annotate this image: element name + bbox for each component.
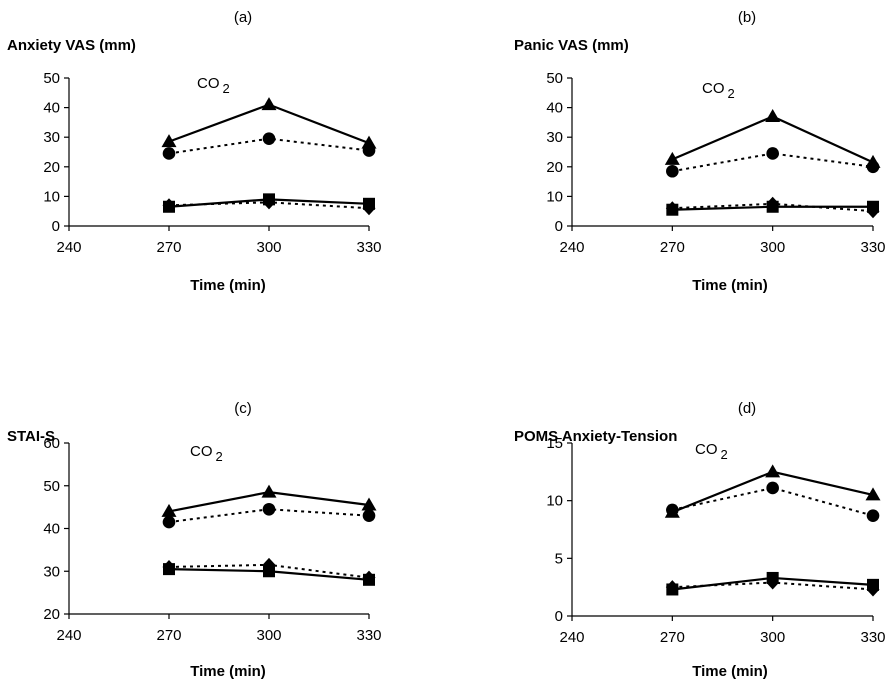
y-tick-label: 10	[546, 188, 563, 205]
x-tick-label: 240	[559, 239, 584, 256]
diamond-marker	[162, 198, 176, 213]
co2-annotation: CO 2	[695, 441, 728, 462]
y-tick-label: 50	[43, 70, 60, 87]
x-tick-label: 240	[56, 627, 81, 644]
x-axis-title: Time (min)	[190, 277, 266, 294]
circle-marker	[766, 147, 779, 160]
co2-annotation: CO 2	[702, 80, 735, 101]
y-axis-title: Panic VAS (mm)	[514, 37, 629, 54]
x-tick-label: 240	[559, 629, 584, 646]
panel-label: (c)	[234, 400, 252, 417]
y-tick-label: 40	[43, 521, 60, 538]
circle-marker	[262, 132, 276, 145]
y-tick-label: 30	[43, 563, 60, 580]
circle-marker	[866, 509, 880, 522]
circle-marker	[262, 502, 276, 516]
y-tick-label: 0	[52, 218, 60, 235]
diamond-marker	[766, 196, 780, 211]
diamond-marker	[262, 557, 276, 572]
circle-marker	[362, 144, 376, 157]
circle-marker	[162, 147, 176, 160]
diamond-marker	[362, 201, 376, 216]
panel-label: (b)	[738, 9, 756, 26]
panel-b: (b) Panic VAS (mm) CO 2 Time (min) 0 10 20 3…	[514, 9, 886, 294]
panel-label: (d)	[738, 400, 756, 417]
triangle-marker	[161, 134, 177, 148]
circle-marker	[766, 481, 779, 495]
circle-marker	[666, 164, 679, 178]
y-tick-label: 20	[43, 606, 60, 623]
x-tick-label: 240	[56, 239, 81, 256]
x-axis-title: Time (min)	[692, 663, 768, 680]
x-tick-label: 270	[156, 627, 181, 644]
co2-annotation: CO 2	[190, 443, 223, 464]
panel-label: (a)	[234, 9, 252, 26]
x-axis-title: Time (min)	[692, 277, 768, 294]
diamond-marker	[866, 204, 880, 219]
diamond-marker	[262, 195, 276, 210]
x-tick-label: 330	[860, 239, 885, 256]
x-tick-label: 270	[660, 629, 685, 646]
x-tick-label: 330	[356, 239, 381, 256]
triangle-marker	[361, 497, 377, 511]
y-tick-label: 0	[555, 218, 563, 235]
y-tick-label: 60	[43, 435, 60, 452]
y-tick-label: 15	[546, 435, 563, 452]
diamond-marker	[665, 201, 679, 216]
triangle-marker	[865, 487, 881, 501]
y-tick-label: 5	[555, 550, 563, 567]
x-tick-label: 300	[760, 629, 785, 646]
triangle-marker	[261, 484, 277, 498]
y-tick-label: 10	[43, 188, 60, 205]
circle-marker	[666, 503, 679, 517]
y-tick-label: 30	[43, 129, 60, 146]
y-axis-title: STAI-S	[7, 428, 55, 445]
x-tick-label: 330	[860, 629, 885, 646]
circle-marker	[866, 160, 880, 174]
y-tick-label: 50	[546, 70, 563, 87]
y-axis-title: POMS Anxiety-Tension	[514, 428, 677, 445]
triangle-marker	[765, 464, 781, 478]
circle-marker	[362, 509, 376, 522]
y-tick-label: 40	[546, 100, 563, 117]
series-circle-line	[672, 152, 874, 173]
circle-marker	[162, 515, 176, 529]
y-tick-label: 20	[43, 159, 60, 176]
triangle-marker	[161, 503, 177, 517]
y-axis-title: Anxiety VAS (mm)	[7, 37, 136, 54]
triangle-marker	[765, 108, 781, 122]
x-axis-title: Time (min)	[190, 663, 266, 680]
series-circle-line	[168, 137, 370, 155]
y-tick-label: 10	[546, 493, 563, 510]
x-tick-label: 330	[356, 627, 381, 644]
y-tick-label: 40	[43, 100, 60, 117]
x-tick-label: 300	[256, 627, 281, 644]
co2-annotation: CO 2	[197, 75, 230, 96]
panel-d: (d) POMS Anxiety-Tension CO 2 Time (min) …	[514, 400, 886, 680]
diamond-marker	[162, 559, 176, 574]
y-tick-label: 20	[546, 159, 563, 176]
diamond-marker	[866, 582, 880, 597]
x-tick-label: 270	[156, 239, 181, 256]
diamond-marker	[665, 580, 679, 595]
x-tick-label: 300	[760, 239, 785, 256]
triangle-marker	[361, 135, 377, 149]
diamond-marker	[766, 575, 780, 590]
diamond-marker	[362, 570, 376, 585]
panel-a: (a) Anxiety VAS (mm) CO 2 Time (min) 0 10 2…	[7, 9, 382, 294]
y-tick-label: 50	[43, 478, 60, 495]
y-tick-label: 30	[546, 129, 563, 146]
triangle-marker	[261, 97, 277, 111]
x-tick-label: 300	[256, 239, 281, 256]
x-tick-label: 270	[660, 239, 685, 256]
triangle-marker	[664, 151, 680, 165]
y-tick-label: 0	[555, 608, 563, 625]
panel-c: (c) STAI-S CO 2 Time (min) 20 30 40 50 60 240 2…	[7, 400, 382, 680]
